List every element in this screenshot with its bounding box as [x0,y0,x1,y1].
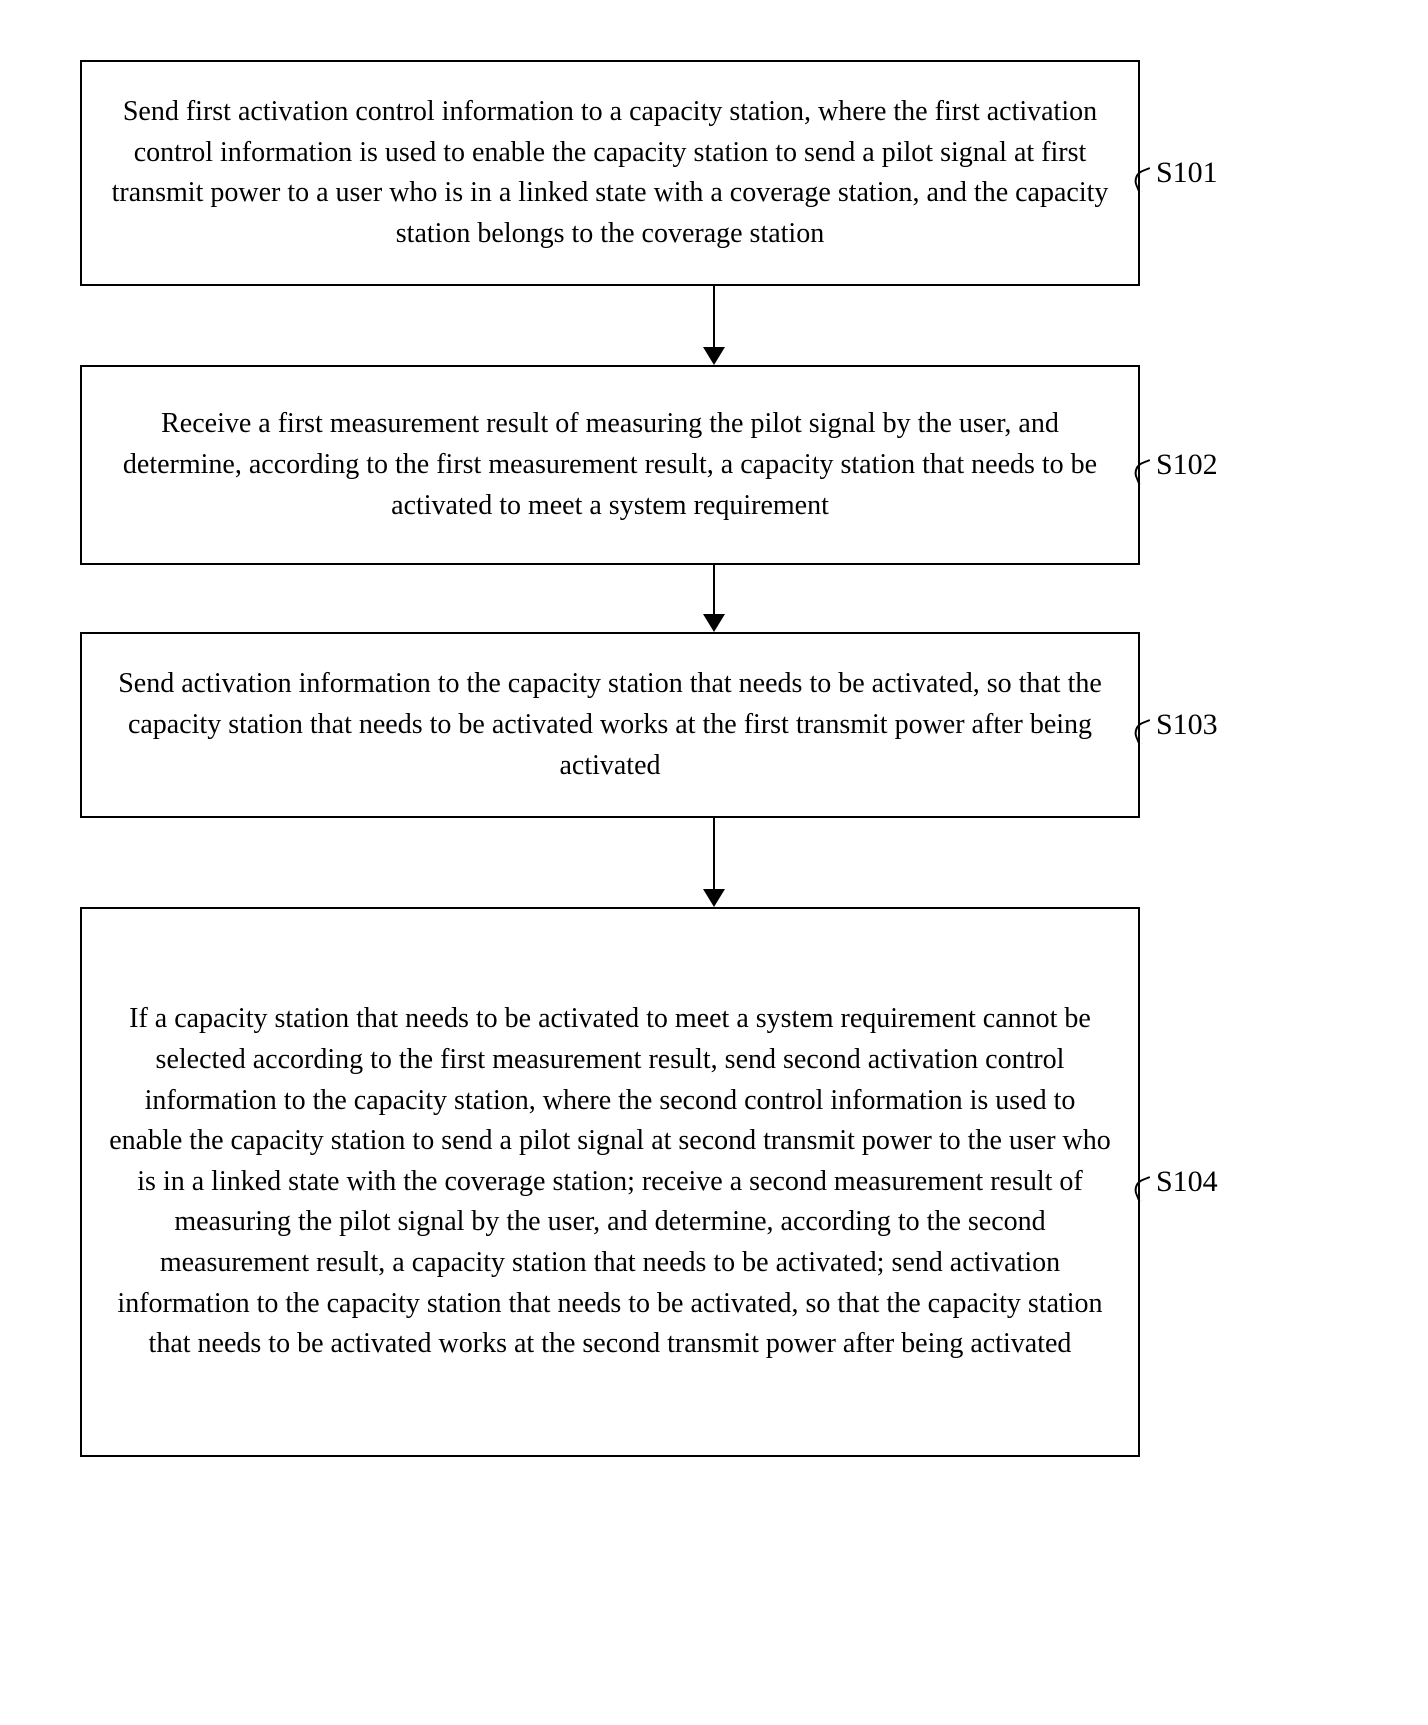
flowchart-arrow [703,565,725,632]
flowchart-step-text: Receive a first measurement result of me… [106,404,1114,526]
flowchart-arrow [703,818,725,907]
arrow-line [713,565,715,615]
flowchart-step-label-text: S102 [1156,448,1218,481]
flowchart-container: Send first activation control informatio… [80,60,1348,1457]
flowchart-step-label: S104 [1140,1165,1218,1199]
flowchart-arrow [703,286,725,365]
flowchart-step-box: If a capacity station that needs to be a… [80,907,1140,1457]
flowchart-step-label-text: S103 [1156,708,1218,741]
flowchart-step-text: Send activation information to the capac… [106,664,1114,786]
flowchart-step-row: Send activation information to the capac… [80,632,1348,818]
arrow-line [713,818,715,890]
flowchart-step-row: Receive a first measurement result of me… [80,365,1348,565]
arrow-head-icon [703,889,725,907]
flowchart-step-row: Send first activation control informatio… [80,60,1348,286]
arrow-line [713,286,715,348]
arrow-head-icon [703,614,725,632]
flowchart-step-label: S103 [1140,708,1218,742]
flowchart-step-label: S102 [1140,448,1218,482]
flowchart-step-box: Receive a first measurement result of me… [80,365,1140,565]
arrow-head-icon [703,347,725,365]
flowchart-step-label-text: S101 [1156,156,1218,189]
flowchart-step-box: Send activation information to the capac… [80,632,1140,818]
flowchart-step-box: Send first activation control informatio… [80,60,1140,286]
flowchart-step-text: Send first activation control informatio… [106,92,1114,254]
flowchart-step-text: If a capacity station that needs to be a… [106,999,1114,1364]
flowchart-step-row: If a capacity station that needs to be a… [80,907,1348,1457]
flowchart-step-label: S101 [1140,156,1218,190]
flowchart-step-label-text: S104 [1156,1165,1218,1198]
